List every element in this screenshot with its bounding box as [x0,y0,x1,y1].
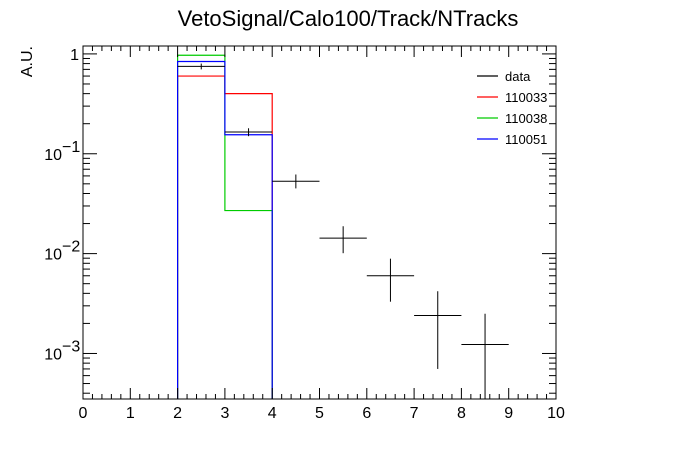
y-tick-exponent: −1 [62,139,80,156]
x-tick-label: 3 [220,405,229,422]
legend-item: 110038 [477,111,547,126]
x-tick-label: 8 [457,405,466,422]
x-tick-label: 9 [504,405,513,422]
histogram-110051 [177,60,273,399]
data-point [177,63,225,70]
y-axis-title: A.U. [19,46,36,77]
y-tick-exponent: −3 [62,338,80,355]
y-tick-label: 1 [70,47,79,64]
y-tick-label: 10 [44,247,62,264]
y-tick-label: 10 [44,147,62,164]
legend: data 110033 110038 110051 [477,69,547,147]
data-point [224,128,273,137]
data-point [366,258,415,302]
legend-label: data [505,69,531,84]
x-tick-label: 10 [547,405,565,422]
x-tick-label: 1 [126,405,135,422]
x-tick-label: 0 [79,405,88,422]
x-tick-label: 7 [410,405,419,422]
chart-title: VetoSignal/Calo100/Track/NTracks [178,6,519,31]
x-tick-label: 4 [268,405,277,422]
data-point [414,291,462,369]
data-point [272,174,320,189]
y-tick-exponent: −2 [62,239,80,256]
x-tick-label: 5 [315,405,324,422]
legend-label: 110038 [505,111,547,126]
legend-item: data [477,69,531,84]
legend-item: 110051 [477,132,547,147]
x-tick-label: 2 [173,405,182,422]
histogram-layer [177,54,273,399]
data-point [319,226,367,254]
legend-label: 110051 [505,132,547,147]
legend-item: 110033 [477,90,547,105]
y-tick-label: 10 [44,346,62,363]
legend-label: 110033 [505,90,547,105]
data-point [461,313,509,399]
data-points-layer [177,63,509,399]
x-tick-label: 6 [362,405,371,422]
